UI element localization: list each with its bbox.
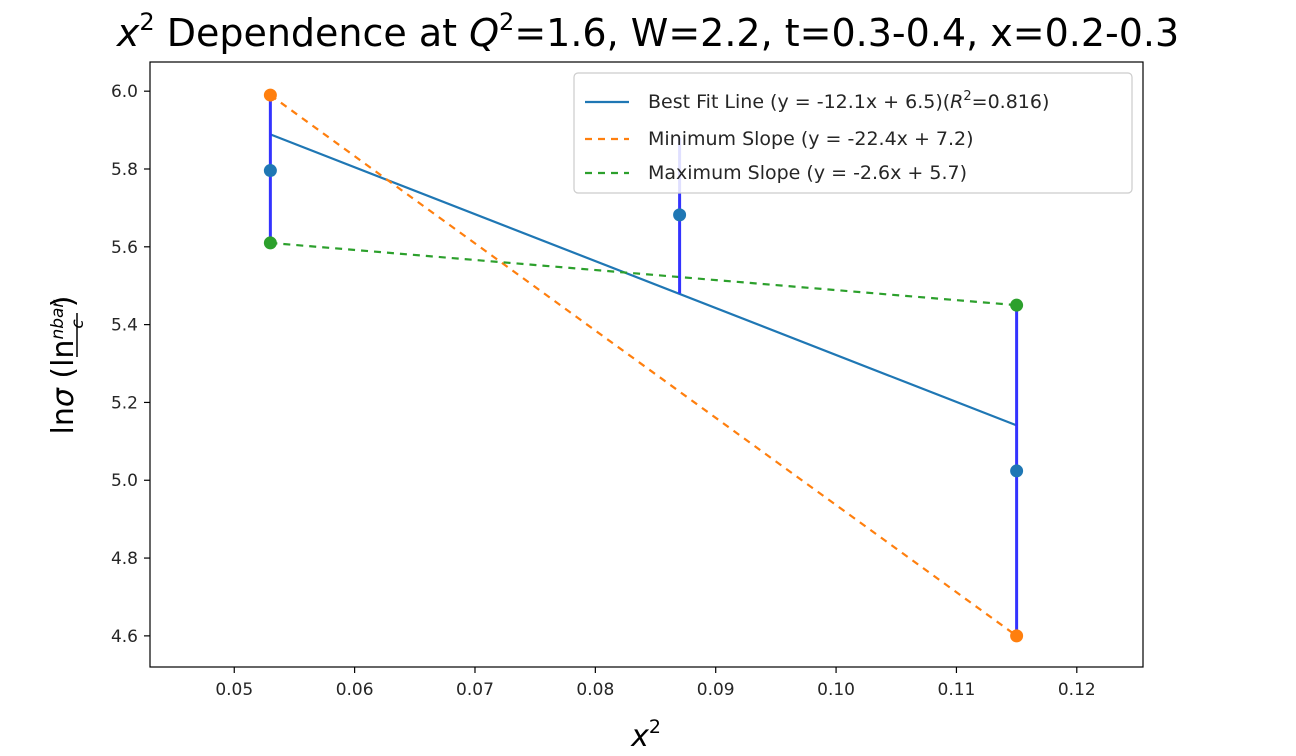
y-tick-label: 5.8 [111,160,138,180]
marker-layer [263,88,1024,643]
data-point [1010,464,1024,478]
xlabel-math: x [630,719,649,754]
max-slope-marker [263,236,277,250]
ylabel-denominator: c [68,319,88,329]
y-axis-ticks: 4.6 4.8 5.0 5.2 5.4 5.6 5.8 6.0 [111,82,150,647]
y-tick-label: 5.2 [111,393,138,413]
chart-title: x2 Dependence at Q2=1.6, W=2.2, t=0.3-0.… [116,8,1179,55]
title-middle: Dependence at [155,11,470,55]
plot-area [263,88,1024,643]
x-tick-label: 0.09 [697,680,735,700]
x-tick-label: 0.06 [336,680,374,700]
title-lead-sup: 2 [139,8,154,36]
y-tick-label: 4.6 [111,627,138,647]
x-tick-label: 0.07 [456,680,494,700]
series-line-min-slope [269,94,1018,637]
ylabel-paren-open: (ln [46,340,81,389]
title-q-sup: 2 [499,8,514,36]
legend-best-fit-math: R [950,91,963,113]
ylabel-lead: ln [46,407,81,434]
min-slope-marker [263,88,277,102]
y-tick-label: 5.6 [111,238,138,258]
legend-best-fit-text: Best Fit Line (y = -12.1x + 6.5)( [648,91,950,113]
x-tick-label: 0.12 [1058,680,1096,700]
y-tick-label: 4.8 [111,549,138,569]
data-point [263,164,277,178]
y-tick-label: 5.0 [111,471,138,491]
legend: Best Fit Line (y = -12.1x + 6.5)(R2=0.81… [573,72,1133,194]
title-q-math: Q [469,11,499,55]
legend-label-best-fit: Best Fit Line (y = -12.1x + 6.5)(R2=0.81… [648,89,1049,113]
title-tail: =1.6, W=2.2, t=0.3-0.4, x=0.2-0.3 [514,11,1179,55]
legend-box [573,72,1133,194]
x-tick-label: 0.10 [817,680,855,700]
ylabel-numerator: nbar [48,300,68,340]
x-axis-title: x2 [630,716,661,754]
title-lead-math: x [116,11,140,55]
x-tick-label: 0.08 [576,680,614,700]
y-tick-label: 5.4 [111,316,138,336]
xlabel-sup: 2 [649,716,661,738]
ylabel-paren-close: ) [46,295,81,307]
x-tick-label: 0.05 [215,680,253,700]
x-tick-label: 0.11 [938,680,976,700]
ylabel-sigma: σ [46,387,81,407]
legend-label-min-slope: Minimum Slope (y = -22.4x + 7.2) [648,128,974,150]
legend-best-fit-sup: 2 [963,89,971,104]
max-slope-marker [1010,298,1024,312]
x-axis-ticks: 0.05 0.06 0.07 0.08 0.09 0.10 0.11 0.12 [215,667,1096,700]
series-line-best-fit [269,133,1018,427]
min-slope-marker [1010,629,1024,643]
axes-frame [149,61,1144,668]
y-axis-title: lnσ (lnnbarc) [46,295,88,434]
series-layer [269,94,1018,637]
legend-label-max-slope: Maximum Slope (y = -2.6x + 5.7) [648,162,967,184]
series-line-max-slope [270,241,1017,307]
y-tick-label: 6.0 [111,82,138,102]
legend-best-fit-tail: =0.816) [972,91,1050,113]
data-point [673,208,687,222]
